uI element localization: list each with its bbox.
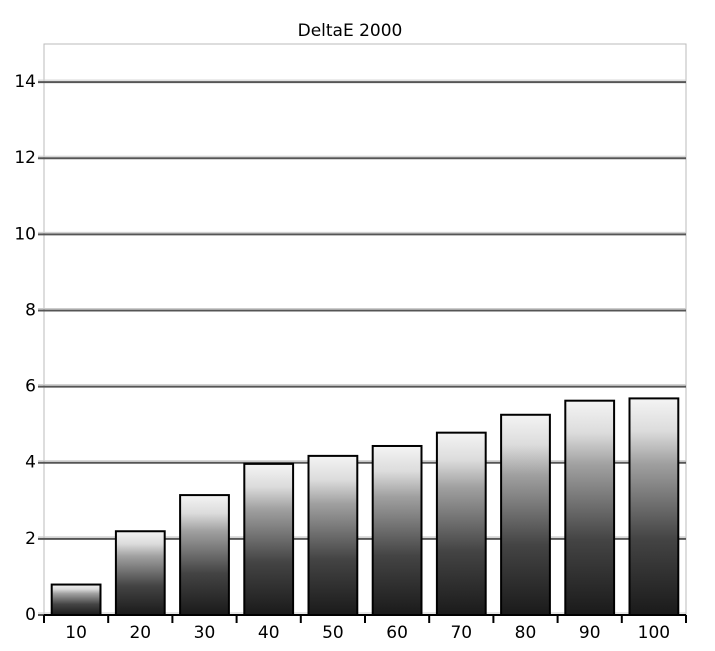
- bar: [371, 444, 423, 617]
- x-tick-label: 60: [386, 623, 408, 643]
- bar: [243, 462, 295, 616]
- x-tick-label: 70: [450, 623, 472, 643]
- x-tick-label: 10: [65, 623, 87, 643]
- bar: [500, 413, 551, 617]
- y-tick-label: 0: [25, 605, 36, 625]
- chart-title: DeltaE 2000: [298, 21, 403, 41]
- bar: [179, 494, 230, 616]
- x-tick-label: 20: [129, 623, 151, 643]
- y-tick-label: 8: [25, 300, 36, 320]
- y-tick-label: 2: [25, 529, 36, 549]
- bar: [114, 530, 166, 617]
- x-tick-label: 50: [322, 623, 344, 643]
- bar: [435, 431, 487, 617]
- y-tick-label: 14: [14, 72, 36, 92]
- x-tick-label: 100: [638, 623, 670, 643]
- y-tick-label: 6: [25, 377, 36, 397]
- y-tick-label: 10: [14, 224, 36, 244]
- bar: [307, 454, 359, 617]
- x-tick-label: 30: [194, 623, 216, 643]
- bar: [50, 583, 102, 617]
- x-tick-label: 80: [515, 623, 537, 643]
- bar: [564, 399, 616, 616]
- x-tick-label: 90: [579, 623, 601, 643]
- y-tick-label: 4: [25, 453, 36, 473]
- y-tick-label: 12: [14, 148, 36, 168]
- x-tick-label: 40: [258, 623, 280, 643]
- bar: [628, 397, 680, 616]
